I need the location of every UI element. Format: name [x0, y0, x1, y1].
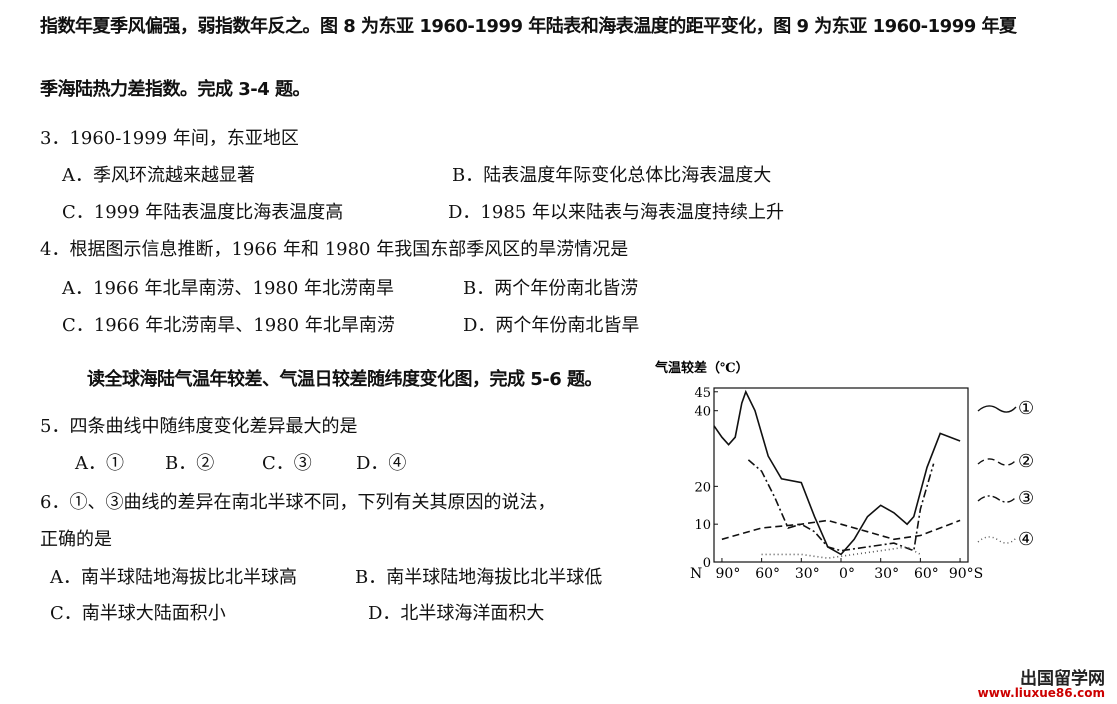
x-start-label: N — [690, 566, 702, 582]
option: B．南半球陆地海拔比北半球低 — [355, 567, 603, 588]
legend-label: ② — [1018, 451, 1034, 472]
watermark-title: 出国留学网 — [1020, 669, 1105, 689]
legend-line — [977, 536, 1017, 544]
legend-line — [977, 495, 1017, 503]
data-line — [747, 459, 935, 552]
watermark-url: www.liuxue86.com — [977, 686, 1105, 700]
y-tick-label: 0 — [703, 556, 711, 571]
passage-line: 指数年夏季风偏强，弱指数年反之。图 8 为东亚 1960-1999 年陆表和海表… — [40, 16, 1017, 37]
option: D．两个年份南北皆旱 — [463, 315, 640, 336]
option: B．② — [165, 453, 215, 474]
data-line — [713, 389, 961, 556]
x-tick-label: 90° — [716, 566, 741, 582]
question-stem: 3．1960-1999 年间，东亚地区 — [40, 128, 299, 149]
intro: 读全球海陆气温年较差、气温日较差随纬度变化图，完成 5-6 题。 — [87, 369, 603, 390]
y-tick-label: 20 — [694, 480, 711, 495]
legend-label: ① — [1018, 398, 1034, 419]
x-tick-label: 30° — [795, 566, 820, 582]
question-stem: 5．四条曲线中随纬度变化差异最大的是 — [40, 416, 358, 437]
x-tick-label: 60° — [755, 566, 780, 582]
option: C．南半球大陆面积小 — [50, 603, 226, 624]
x-tick-label: 0° — [839, 566, 855, 582]
legend-label: ③ — [1018, 488, 1034, 509]
y-tick-label: 45 — [694, 386, 711, 401]
option: A．1966 年北旱南涝、1980 年北涝南旱 — [62, 278, 395, 299]
legend-line — [977, 458, 1017, 466]
y-tick-label: 10 — [694, 518, 711, 533]
question-stem: 正确的是 — [40, 529, 112, 550]
option: A．南半球陆地海拔比北半球高 — [50, 567, 297, 588]
option: C．③ — [262, 453, 312, 474]
question-stem: 4．根据图示信息推断，1966 年和 1980 年我国东部季风区的旱涝情况是 — [40, 239, 629, 260]
legend-line — [977, 405, 1017, 413]
x-tick-label: 60° — [914, 566, 939, 582]
y-tick-label: 40 — [694, 405, 711, 420]
data-line — [761, 546, 921, 560]
y-axis-label: 气温较差（℃） — [655, 360, 749, 376]
question-stem: 6．①、③曲线的差异在南北半球不同，下列有关其原因的说法， — [40, 492, 556, 513]
x-tick-label: 30° — [874, 566, 899, 582]
x-tick-label: 90°S — [949, 566, 983, 582]
data-line — [721, 519, 961, 541]
option: D．1985 年以来陆表与海表温度持续上升 — [448, 202, 784, 223]
option: B．陆表温度年际变化总体比海表温度大 — [452, 165, 772, 186]
option: D．④ — [356, 453, 407, 474]
option: C．1966 年北涝南旱、1980 年北旱南涝 — [62, 315, 395, 336]
option: A．① — [75, 453, 124, 474]
option: A．季风环流越来越显著 — [62, 165, 255, 186]
passage-line: 季海陆热力差指数。完成 3-4 题。 — [40, 79, 311, 100]
legend-label: ④ — [1018, 529, 1034, 550]
option: C．1999 年陆表温度比海表温度高 — [62, 202, 344, 223]
option: B．两个年份南北皆涝 — [463, 278, 639, 299]
option: D．北半球海洋面积大 — [368, 603, 545, 624]
